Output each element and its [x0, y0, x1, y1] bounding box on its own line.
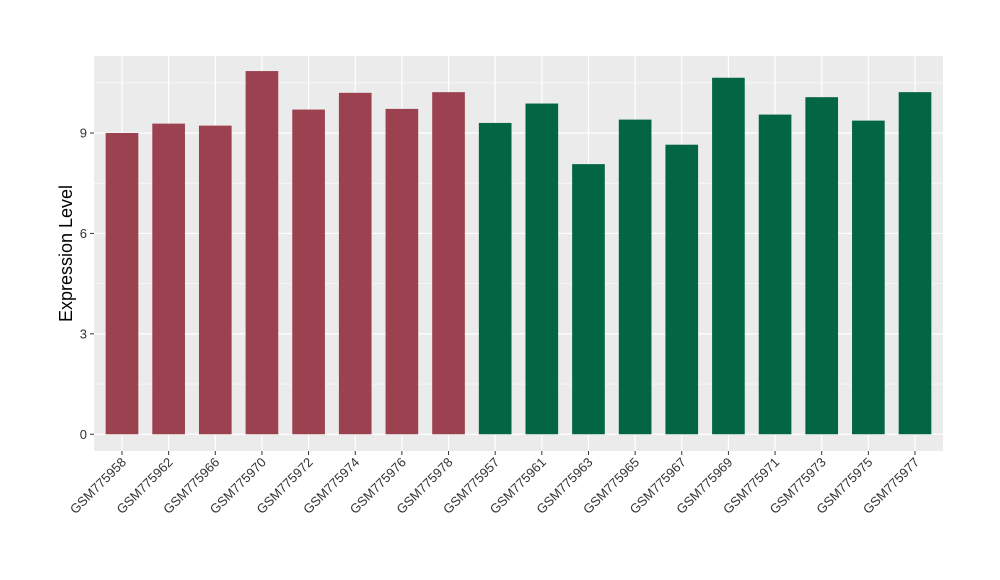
plot-panel	[94, 56, 943, 451]
bar-GSM775965	[618, 119, 652, 435]
y-tick-label: 3	[80, 326, 87, 341]
bar-GSM775975	[852, 120, 885, 435]
y-tick-label: 9	[80, 125, 87, 140]
bars-group	[105, 71, 932, 435]
bar-GSM775967	[665, 144, 699, 435]
bar-GSM775977	[898, 92, 932, 435]
bar-GSM775978	[432, 92, 465, 435]
bar-GSM775966	[198, 125, 232, 435]
bar-GSM775958	[105, 132, 139, 435]
bar-GSM775972	[292, 109, 325, 435]
bar-GSM775961	[525, 103, 559, 435]
bar-GSM775970	[245, 71, 279, 435]
minor-gridlines	[94, 82, 943, 385]
x-axis: GSM775958GSM775962GSM775966GSM775970GSM7…	[67, 451, 922, 517]
bar-GSM775971	[758, 114, 792, 435]
y-axis-title: Expression Level	[56, 185, 76, 322]
bar-GSM775963	[572, 164, 605, 435]
y-axis: 0 3 6 9	[80, 125, 94, 442]
bar-GSM775976	[385, 108, 419, 435]
bar-GSM775957	[478, 122, 512, 435]
bar-GSM775973	[805, 97, 839, 435]
y-tick-label: 6	[80, 226, 87, 241]
y-tick-label: 0	[80, 427, 87, 442]
bar-GSM775962	[152, 123, 185, 435]
bar-GSM775974	[338, 92, 372, 435]
bar-GSM775969	[712, 77, 745, 435]
